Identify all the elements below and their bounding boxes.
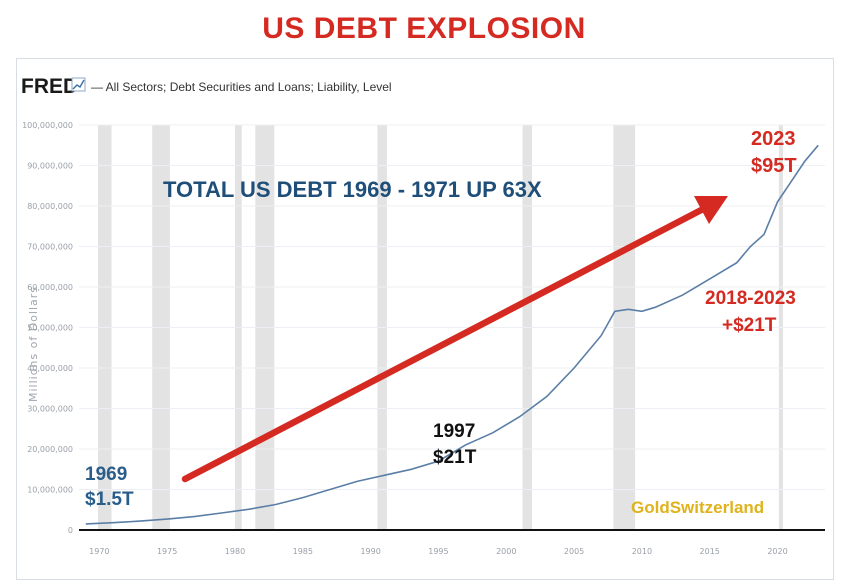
debt-series-line [85, 144, 819, 525]
y-tick-0: 0 [68, 526, 73, 535]
x-tick-9: 2015 [700, 547, 720, 556]
headline-annotation: TOTAL US DEBT 1969 - 1971 UP 63X [163, 177, 542, 202]
range-value-label: +$21T [722, 315, 777, 336]
x-tick-5: 1995 [428, 547, 448, 556]
start-year-label: 1969 [85, 464, 127, 485]
start-value-label: $1.5T [85, 489, 134, 510]
mid-year-label: 1997 [433, 421, 475, 442]
x-tick-8: 2010 [632, 547, 652, 556]
main-title: US DEBT EXPLOSION [262, 12, 586, 45]
end-value-label: $95T [751, 155, 797, 177]
chart-panel: FRED — All Sectors; Debt Securities and … [16, 58, 834, 580]
y-tick-5: 50,000,000 [27, 324, 73, 333]
y-tick-1: 10,000,000 [27, 486, 73, 495]
end-year-label: 2023 [751, 128, 796, 150]
x-tick-7: 2005 [564, 547, 584, 556]
x-tick-2: 1980 [225, 547, 245, 556]
mid-value-label: $21T [433, 447, 477, 468]
fred-header: FRED — All Sectors; Debt Securities and … [21, 75, 392, 98]
x-tick-0: 1970 [89, 547, 109, 556]
x-tick-4: 1990 [360, 547, 380, 556]
y-tick-7: 70,000,000 [27, 243, 73, 252]
fred-chart-icon [71, 77, 86, 92]
x-tick-6: 2000 [496, 547, 516, 556]
watermark: GoldSwitzerland [631, 498, 764, 517]
series-label: — All Sectors; Debt Securities and Loans… [91, 80, 392, 94]
y-tick-9: 90,000,000 [27, 162, 73, 171]
fred-logo: FRED [21, 75, 78, 98]
y-tick-2: 20,000,000 [27, 445, 73, 454]
y-tick-8: 80,000,000 [27, 202, 73, 211]
y-tick-labels: 0 10,000,000 20,000,000 30,000,000 40,000,00… [22, 121, 73, 535]
y-tick-3: 30,000,000 [27, 405, 73, 414]
y-tick-10: 100,000,000 [22, 121, 73, 130]
grid-lines [79, 124, 825, 490]
trend-arrow [181, 196, 728, 483]
chart: FRED — All Sectors; Debt Securities and … [21, 75, 825, 556]
x-tick-10: 2020 [767, 547, 787, 556]
y-tick-6: 60,000,000 [27, 283, 73, 292]
y-tick-4: 40,000,000 [27, 364, 73, 373]
range-label: 2018-2023 [705, 288, 796, 309]
x-tick-labels: 1970 1975 1980 1985 1990 1995 2000 2005 2010 2015… [89, 547, 788, 556]
x-tick-1: 1975 [157, 547, 177, 556]
y-axis-label: Millions of Dollars [27, 286, 40, 402]
x-tick-3: 1985 [293, 547, 313, 556]
